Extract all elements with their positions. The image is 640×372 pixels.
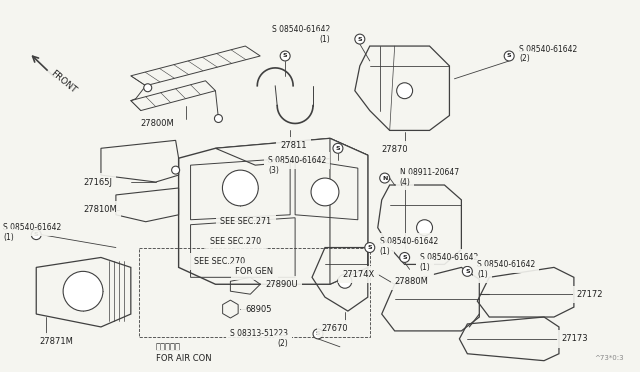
Text: N 08911-20647: N 08911-20647: [399, 168, 459, 177]
Circle shape: [333, 143, 343, 153]
Text: S: S: [367, 245, 372, 250]
Text: FRONT: FRONT: [49, 69, 78, 96]
Text: S: S: [335, 146, 340, 151]
Text: (4): (4): [399, 177, 410, 186]
Circle shape: [399, 253, 410, 262]
Circle shape: [311, 178, 339, 206]
Circle shape: [172, 166, 180, 174]
Text: SEE SEC.271: SEE SEC.271: [220, 217, 271, 226]
Text: (1): (1): [380, 247, 390, 256]
Circle shape: [380, 173, 390, 183]
Text: (1): (1): [420, 263, 430, 272]
Circle shape: [365, 243, 375, 253]
Text: S 08540-61642: S 08540-61642: [272, 25, 330, 34]
Text: 27173: 27173: [561, 334, 588, 343]
Circle shape: [338, 274, 352, 288]
Text: FOR GEN: FOR GEN: [236, 267, 273, 276]
Circle shape: [31, 230, 41, 240]
Text: S 08540-61642: S 08540-61642: [420, 253, 478, 262]
Text: S: S: [358, 36, 362, 42]
Text: S: S: [316, 331, 321, 336]
Text: (2): (2): [277, 339, 288, 348]
Text: 27800M: 27800M: [141, 119, 175, 128]
Text: S 08313-51223: S 08313-51223: [230, 329, 288, 339]
Text: S: S: [283, 54, 287, 58]
Circle shape: [63, 271, 103, 311]
Text: 27810M: 27810M: [83, 205, 116, 214]
Circle shape: [462, 266, 472, 276]
Text: S: S: [34, 232, 38, 237]
Circle shape: [355, 34, 365, 44]
Text: S: S: [507, 54, 511, 58]
Text: S 08540-61642: S 08540-61642: [380, 237, 438, 246]
Circle shape: [214, 115, 223, 122]
Text: S 08540-61642: S 08540-61642: [519, 45, 577, 54]
Text: S: S: [465, 269, 470, 274]
Circle shape: [144, 84, 152, 92]
Circle shape: [417, 220, 433, 235]
Text: エアコン用: エアコン用: [156, 342, 180, 351]
Text: (1): (1): [477, 270, 488, 279]
Text: (2): (2): [519, 54, 530, 64]
Text: 27880M: 27880M: [395, 277, 429, 286]
Polygon shape: [330, 138, 368, 284]
Text: (3): (3): [268, 166, 279, 174]
Text: S 08540-61642: S 08540-61642: [268, 156, 326, 165]
Text: FOR AIR CON: FOR AIR CON: [156, 354, 211, 363]
Circle shape: [223, 170, 259, 206]
Text: ^73*0:3: ^73*0:3: [594, 355, 623, 361]
Circle shape: [397, 83, 413, 99]
Text: 27870: 27870: [381, 145, 408, 154]
Text: 27890U: 27890U: [265, 280, 298, 289]
Text: 68905: 68905: [245, 305, 272, 314]
Polygon shape: [216, 138, 368, 165]
Text: 27172: 27172: [577, 290, 604, 299]
Text: (1): (1): [319, 35, 330, 44]
Text: SEE SEC.270: SEE SEC.270: [211, 237, 262, 246]
Circle shape: [280, 51, 290, 61]
Text: S 08540-61642: S 08540-61642: [477, 260, 536, 269]
Circle shape: [504, 51, 514, 61]
Text: SEE SEC.270: SEE SEC.270: [193, 257, 244, 266]
Text: S 08540-61642: S 08540-61642: [3, 223, 61, 232]
Text: 27174X: 27174X: [342, 270, 375, 279]
Text: (1): (1): [3, 233, 14, 242]
Text: 27811: 27811: [280, 141, 307, 150]
Text: N: N: [382, 176, 387, 180]
Text: 27670: 27670: [322, 324, 348, 333]
Text: 27165J: 27165J: [83, 177, 112, 186]
Text: S: S: [403, 255, 407, 260]
Circle shape: [313, 329, 323, 339]
Text: 27871M: 27871M: [39, 337, 73, 346]
